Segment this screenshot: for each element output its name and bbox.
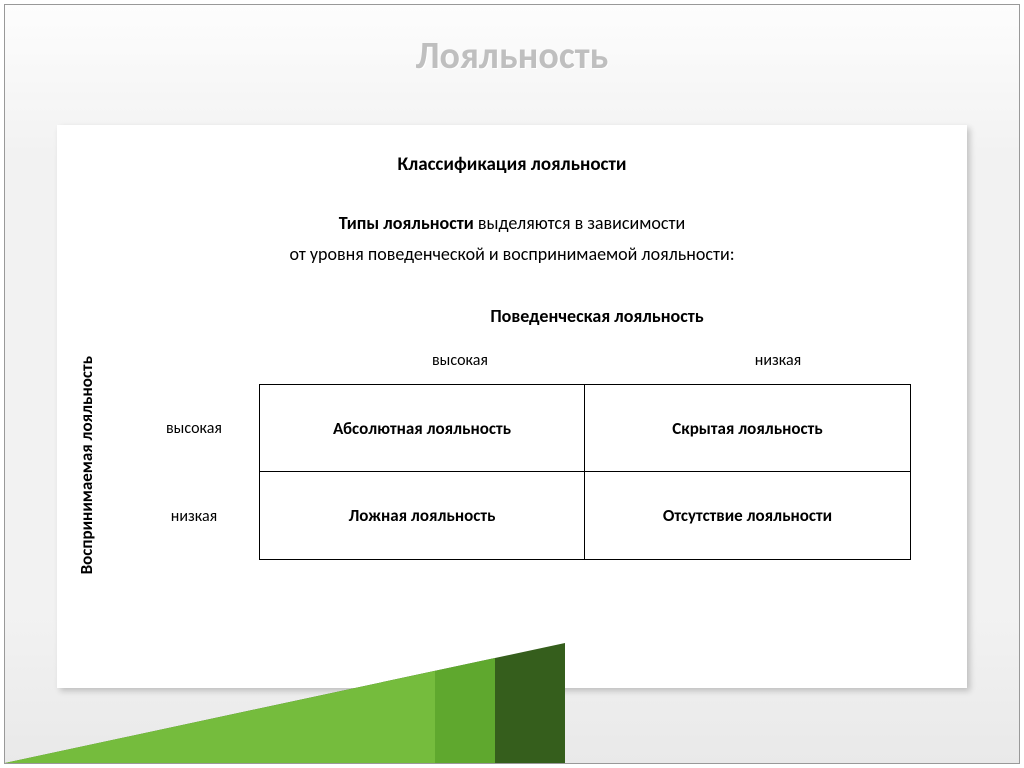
description: Типы лояльности выделяются в зависимости… [87, 208, 937, 269]
content-box: Классификация лояльности Типы лояльности… [57, 125, 967, 688]
cell-hidden: Скрытая лояльность [585, 384, 911, 472]
slide-title: Лояльность [5, 33, 1019, 79]
matrix-row-2: низкая Ложная лояльность Отсутствие лоял… [129, 472, 937, 560]
col-headers: высокая низкая [301, 351, 937, 384]
axis-left-label: Воспринимаемая лояльность [67, 371, 107, 560]
subtitle: Классификация лояльности [87, 153, 937, 176]
matrix-row-1: высокая Абсолютная лояльность Скрытая ло… [129, 384, 937, 472]
cell-false: Ложная лояльность [259, 472, 585, 560]
cell-absent: Отсутствие лояльности [585, 472, 911, 560]
col-header-high: высокая [301, 351, 619, 384]
col-header-low: низкая [619, 351, 937, 384]
description-bold: Типы лояльности [339, 212, 474, 234]
matrix-wrapper: Воспринимаемая лояльность высокая низкая… [87, 351, 937, 560]
row-label-low: низкая [129, 472, 259, 560]
description-line2: от уровня поведенческой и воспринимаемой… [289, 243, 734, 265]
matrix: высокая низкая высокая Абсолютная лояльн… [129, 351, 937, 560]
axis-top-label: Поведенческая лояльность [87, 305, 937, 327]
row-label-high: высокая [129, 384, 259, 472]
decor-triangle-highlight [5, 671, 435, 763]
cell-absolute: Абсолютная лояльность [259, 384, 585, 472]
description-rest: выделяются в зависимости [474, 212, 685, 234]
slide-frame: Лояльность Классификация лояльности Типы… [4, 4, 1020, 764]
